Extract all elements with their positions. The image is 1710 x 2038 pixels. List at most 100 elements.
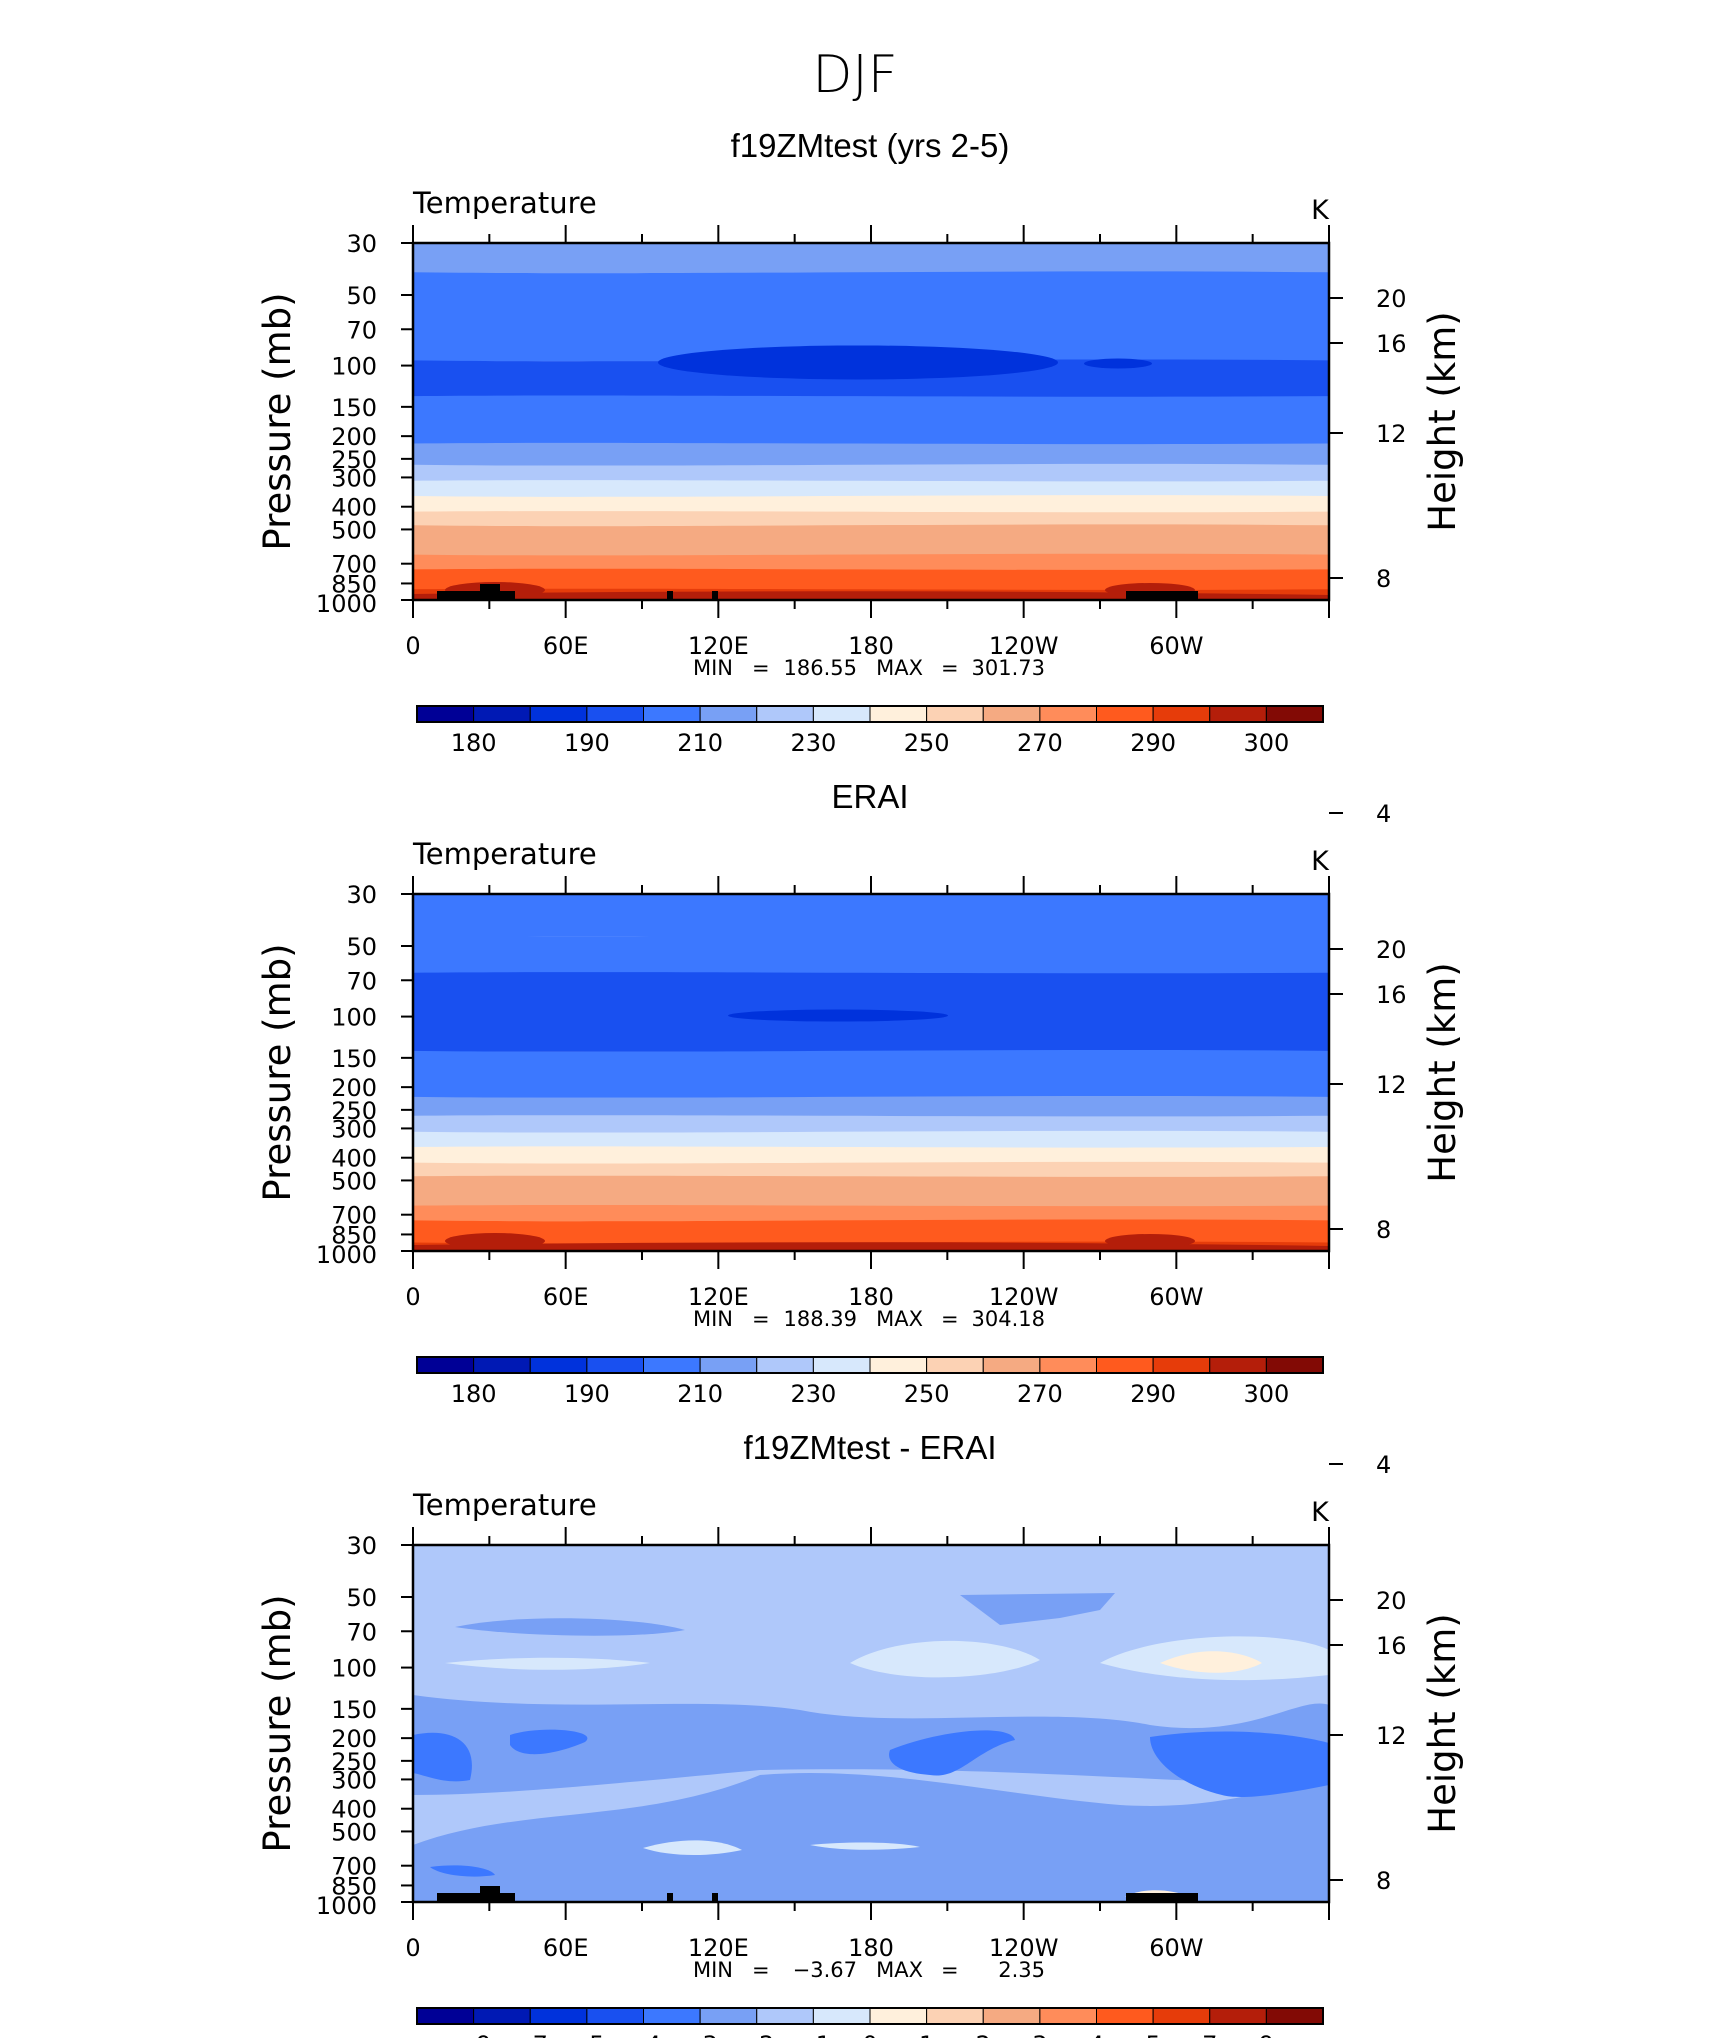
contour-band bbox=[413, 1161, 1329, 1178]
y-tick-label: 200 bbox=[331, 423, 377, 451]
colorbar-swatch bbox=[529, 1356, 588, 1374]
y-tick-label: 30 bbox=[346, 230, 377, 258]
colorbar-swatch bbox=[1152, 705, 1211, 723]
colorbar-label: −9 bbox=[456, 2031, 491, 2038]
x-tick-label: 60W bbox=[1149, 632, 1203, 660]
plot-area bbox=[413, 1545, 1329, 1902]
variable-label: Temperature bbox=[412, 186, 597, 220]
y-tick-label: 850 bbox=[331, 570, 377, 598]
colorbar-frame bbox=[416, 1356, 1324, 1374]
y2-tick-label: 8 bbox=[1376, 1867, 1391, 1895]
colorbar-swatch bbox=[1152, 1356, 1211, 1374]
x-tick-label: 60W bbox=[1149, 1934, 1203, 1962]
panel-1: f19ZMtest (yrs 2-5) Temperature K 30 50 70 100… bbox=[256, 127, 1464, 828]
y-tick-label: 300 bbox=[331, 1115, 377, 1143]
contour-band bbox=[413, 495, 1329, 513]
plot-area bbox=[413, 243, 1329, 600]
contour-band bbox=[413, 442, 1329, 466]
topography-mask bbox=[437, 591, 515, 600]
y2-tick-label: 20 bbox=[1376, 285, 1407, 313]
colorbar-swatch bbox=[1096, 705, 1154, 723]
x-tick-label: 120E bbox=[688, 1283, 749, 1311]
contour-region bbox=[413, 1695, 1329, 1795]
panel-title: f19ZMtest - ERAI bbox=[743, 1429, 996, 1466]
equals: = bbox=[941, 656, 959, 680]
x-tick-label: 120E bbox=[688, 1934, 749, 1962]
y-tick-label: 150 bbox=[331, 1696, 377, 1724]
units-label: K bbox=[1311, 1497, 1330, 1528]
max-label: MAX bbox=[876, 656, 923, 680]
contour-band bbox=[413, 580, 1329, 591]
y2-tick-label: 16 bbox=[1376, 330, 1407, 358]
contour-band bbox=[413, 1219, 1329, 1234]
colorbar-swatch bbox=[926, 1356, 984, 1374]
colorbar-swatch bbox=[473, 705, 531, 723]
contour-band bbox=[413, 511, 1329, 527]
contour-region bbox=[850, 1640, 1040, 1678]
contour-region bbox=[1150, 1731, 1329, 1797]
contour-band bbox=[413, 553, 1329, 571]
contour-region bbox=[889, 1730, 1015, 1776]
colorbar-swatch bbox=[643, 705, 701, 723]
y-axis-title: Pressure (mb) bbox=[256, 292, 299, 550]
colorbar-swatch bbox=[982, 1356, 1041, 1374]
y-tick-label: 700 bbox=[331, 551, 377, 579]
max-value: 304.18 bbox=[972, 1307, 1045, 1331]
y2-tick-label: 8 bbox=[1376, 1216, 1391, 1244]
colorbar: 180 190 210 230 250 270 290 300 bbox=[416, 1356, 1324, 1408]
colorbar-label: −1 bbox=[796, 2031, 831, 2038]
colorbar-label: −2 bbox=[739, 2031, 774, 2038]
topography-mask bbox=[712, 1893, 718, 1902]
contour-band bbox=[413, 934, 1329, 974]
units-label: K bbox=[1311, 195, 1330, 226]
y-tick-label: 100 bbox=[331, 1004, 377, 1032]
colorbar-swatch bbox=[1096, 1356, 1154, 1374]
colorbar-swatch bbox=[756, 2007, 814, 2025]
colorbar-label: 290 bbox=[1130, 1380, 1176, 1408]
x-tick-label: 60W bbox=[1149, 1283, 1203, 1311]
colorbar-swatch bbox=[586, 2007, 644, 2025]
y-tick-label: 150 bbox=[331, 1045, 377, 1073]
colorbar-swatch bbox=[982, 705, 1041, 723]
colorbar-swatch bbox=[812, 1356, 871, 1374]
y-tick-label: 200 bbox=[331, 1725, 377, 1753]
x-tick-label: 180 bbox=[848, 1283, 894, 1311]
y-tick-label: 250 bbox=[331, 1097, 377, 1125]
min-label: MIN bbox=[693, 1958, 733, 1982]
colorbar-label: 180 bbox=[451, 729, 497, 757]
y-axis-title: Pressure (mb) bbox=[256, 943, 299, 1201]
y2-tick-label: 12 bbox=[1376, 420, 1407, 448]
equals: = bbox=[941, 1958, 959, 1982]
contour-band bbox=[413, 1095, 1329, 1117]
y-axis-title: Pressure (mb) bbox=[256, 1594, 299, 1852]
y2-tick-label: 20 bbox=[1376, 1587, 1407, 1615]
colorbar-swatch bbox=[812, 2007, 871, 2025]
colorbar-swatch bbox=[1096, 2007, 1154, 2025]
colorbar-swatch bbox=[926, 2007, 984, 2025]
colorbar-swatch bbox=[982, 2007, 1041, 2025]
y-tick-label: 850 bbox=[331, 1221, 377, 1249]
colorbar-swatch bbox=[529, 2007, 588, 2025]
y-tick-label: 70 bbox=[346, 1618, 377, 1646]
min-value: 188.39 bbox=[784, 1307, 857, 1331]
equals: = bbox=[752, 1958, 770, 1982]
y-tick-label: 400 bbox=[331, 1796, 377, 1824]
contour-region bbox=[445, 1233, 545, 1249]
contour-band bbox=[413, 1130, 1329, 1148]
y-tick-label: 1000 bbox=[316, 590, 377, 618]
x-tick-label: 0 bbox=[405, 1283, 420, 1311]
contour-region bbox=[445, 1657, 650, 1670]
y2-tick-label: 4 bbox=[1376, 800, 1391, 828]
colorbar-swatch bbox=[1265, 1356, 1324, 1374]
contour-region bbox=[430, 1865, 495, 1877]
units-label: K bbox=[1311, 846, 1330, 877]
contour-region bbox=[1105, 1234, 1195, 1248]
colorbar-label: 210 bbox=[677, 729, 723, 757]
y2-tick-label: 12 bbox=[1376, 1722, 1407, 1750]
x-tick-label: 120E bbox=[688, 632, 749, 660]
contour-region bbox=[960, 1593, 1115, 1625]
contour-band bbox=[413, 271, 1329, 306]
colorbar-label: −4 bbox=[626, 2031, 661, 2038]
panel-title: ERAI bbox=[831, 778, 908, 815]
y2-axis-title: Height (km) bbox=[1421, 1613, 1464, 1833]
